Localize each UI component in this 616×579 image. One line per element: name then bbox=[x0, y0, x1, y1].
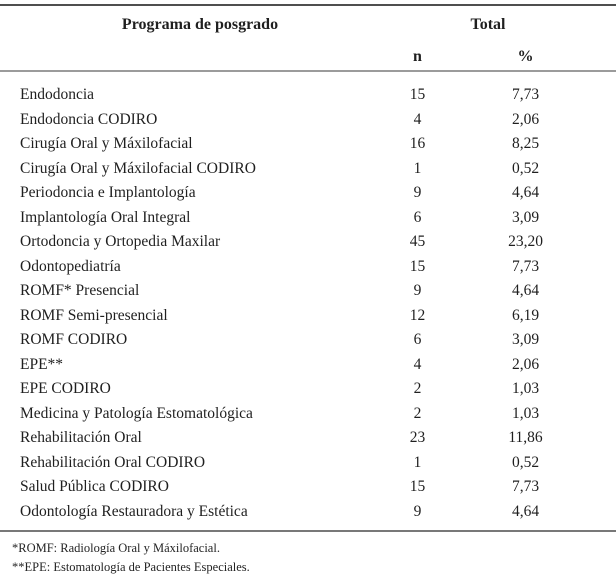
pct-cell: 4,64 bbox=[511, 502, 540, 520]
n-cell: 1 bbox=[413, 453, 422, 471]
n-cell: 6 bbox=[413, 331, 422, 349]
pct-cell: 4,64 bbox=[511, 184, 540, 202]
pct-cell: 3,09 bbox=[511, 208, 540, 226]
pct-cell: 23,20 bbox=[508, 233, 543, 251]
postgraduate-programs-table: Programa de posgrado Total n % Endodonci… bbox=[0, 4, 616, 532]
program-cell: Implantología Oral Integral bbox=[20, 208, 191, 226]
n-cell: 9 bbox=[413, 502, 422, 520]
program-cell: Endodoncia CODIRO bbox=[20, 110, 158, 128]
table-row: Salud Pública CODIRO 15 7,73 bbox=[0, 475, 616, 500]
pct-cell: 7,73 bbox=[511, 478, 540, 496]
header-row-groups: Programa de posgrado Total bbox=[0, 5, 616, 43]
program-cell: EPE CODIRO bbox=[20, 380, 111, 398]
program-cell: Periodoncia e Implantología bbox=[20, 184, 196, 202]
pct-cell: 0,52 bbox=[511, 159, 540, 177]
pct-cell: 1,03 bbox=[511, 380, 540, 398]
program-cell: ROMF CODIRO bbox=[20, 331, 128, 349]
program-column-header: Programa de posgrado bbox=[121, 15, 279, 33]
n-cell: 9 bbox=[413, 184, 422, 202]
pct-cell: 2,06 bbox=[511, 355, 540, 373]
footnote-romf: *ROMF: Radiología Oral y Máxilofacial. bbox=[12, 541, 220, 555]
table-row: Odontopediatría 15 7,73 bbox=[0, 255, 616, 280]
table-row: Cirugía Oral y Máxilofacial 16 8,25 bbox=[0, 132, 616, 157]
table-body: Endodoncia 15 7,73 Endodoncia CODIRO 4 2,06 Ci… bbox=[0, 71, 616, 531]
table-row: Implantología Oral Integral 6 3,09 bbox=[0, 206, 616, 231]
table-row: Rehabilitación Oral CODIRO 1 0,52 bbox=[0, 451, 616, 476]
percent-column-header: % bbox=[455, 43, 616, 72]
footnote-epe: **EPE: Estomatología de Pacientes Especi… bbox=[12, 559, 250, 574]
table-row: Odontología Restauradora y Estética 9 4,64 bbox=[0, 500, 616, 532]
table-row: EPE CODIRO 2 1,03 bbox=[0, 377, 616, 402]
table-row: ROMF Semi-presencial 12 6,19 bbox=[0, 304, 616, 329]
table-row: Cirugía Oral y Máxilofacial CODIRO 1 0,52 bbox=[0, 157, 616, 182]
table-row: Periodoncia e Implantología 9 4,64 bbox=[0, 181, 616, 206]
program-cell: Endodoncia bbox=[20, 86, 95, 104]
program-cell: ROMF Semi-presencial bbox=[20, 306, 168, 324]
program-cell: Ortodoncia y Ortopedia Maxilar bbox=[20, 233, 221, 251]
n-cell: 15 bbox=[409, 86, 426, 104]
program-cell: EPE** bbox=[20, 355, 64, 373]
table-header: Programa de posgrado Total n % bbox=[0, 5, 616, 72]
program-cell: Odontopediatría bbox=[20, 257, 121, 275]
header-row-measures: n % bbox=[0, 43, 616, 72]
pct-cell: 8,25 bbox=[511, 135, 540, 153]
n-cell: 4 bbox=[413, 355, 422, 373]
program-cell: Rehabilitación Oral CODIRO bbox=[20, 453, 206, 471]
program-cell: Cirugía Oral y Máxilofacial CODIRO bbox=[20, 159, 256, 177]
n-cell: 6 bbox=[413, 208, 422, 226]
table-row: Endodoncia 15 7,73 bbox=[0, 71, 616, 108]
program-cell: Cirugía Oral y Máxilofacial bbox=[20, 135, 193, 153]
table-row: Endodoncia CODIRO 4 2,06 bbox=[0, 108, 616, 133]
total-column-group-header: Total bbox=[470, 15, 506, 33]
n-cell: 23 bbox=[409, 429, 426, 447]
pct-cell: 3,09 bbox=[511, 331, 540, 349]
n-cell: 12 bbox=[409, 306, 426, 324]
table-row: Ortodoncia y Ortopedia Maxilar 45 23,20 bbox=[0, 230, 616, 255]
table-row: Rehabilitación Oral 23 11,86 bbox=[0, 426, 616, 451]
table-row: ROMF CODIRO 6 3,09 bbox=[0, 328, 616, 353]
table-row: Medicina y Patología Estomatológica 2 1,03 bbox=[0, 402, 616, 427]
program-cell: Salud Pública CODIRO bbox=[20, 478, 169, 496]
pct-cell: 7,73 bbox=[511, 86, 540, 104]
n-cell: 15 bbox=[409, 257, 426, 275]
n-cell: 4 bbox=[413, 110, 422, 128]
empty-header-cell bbox=[0, 43, 380, 72]
n-cell: 2 bbox=[413, 404, 422, 422]
pct-cell: 1,03 bbox=[511, 404, 540, 422]
program-cell: Medicina y Patología Estomatológica bbox=[20, 404, 253, 422]
table-footnotes: *ROMF: Radiología Oral y Máxilofacial. *… bbox=[0, 532, 616, 576]
pct-cell: 6,19 bbox=[511, 306, 540, 324]
n-cell: 16 bbox=[409, 135, 426, 153]
n-cell: 1 bbox=[413, 159, 422, 177]
pct-cell: 4,64 bbox=[511, 282, 540, 300]
pct-cell: 0,52 bbox=[511, 453, 540, 471]
table-row: EPE** 4 2,06 bbox=[0, 353, 616, 378]
n-cell: 45 bbox=[409, 233, 426, 251]
pct-cell: 7,73 bbox=[511, 257, 540, 275]
table-row: ROMF* Presencial 9 4,64 bbox=[0, 279, 616, 304]
program-cell: ROMF* Presencial bbox=[20, 282, 140, 300]
pct-cell: 11,86 bbox=[508, 429, 543, 447]
n-cell: 2 bbox=[413, 380, 422, 398]
n-cell: 15 bbox=[409, 478, 426, 496]
pct-cell: 2,06 bbox=[511, 110, 540, 128]
n-cell: 9 bbox=[413, 282, 422, 300]
program-cell: Odontología Restauradora y Estética bbox=[20, 502, 248, 520]
n-column-header: n bbox=[380, 43, 455, 72]
program-cell: Rehabilitación Oral bbox=[20, 429, 142, 447]
